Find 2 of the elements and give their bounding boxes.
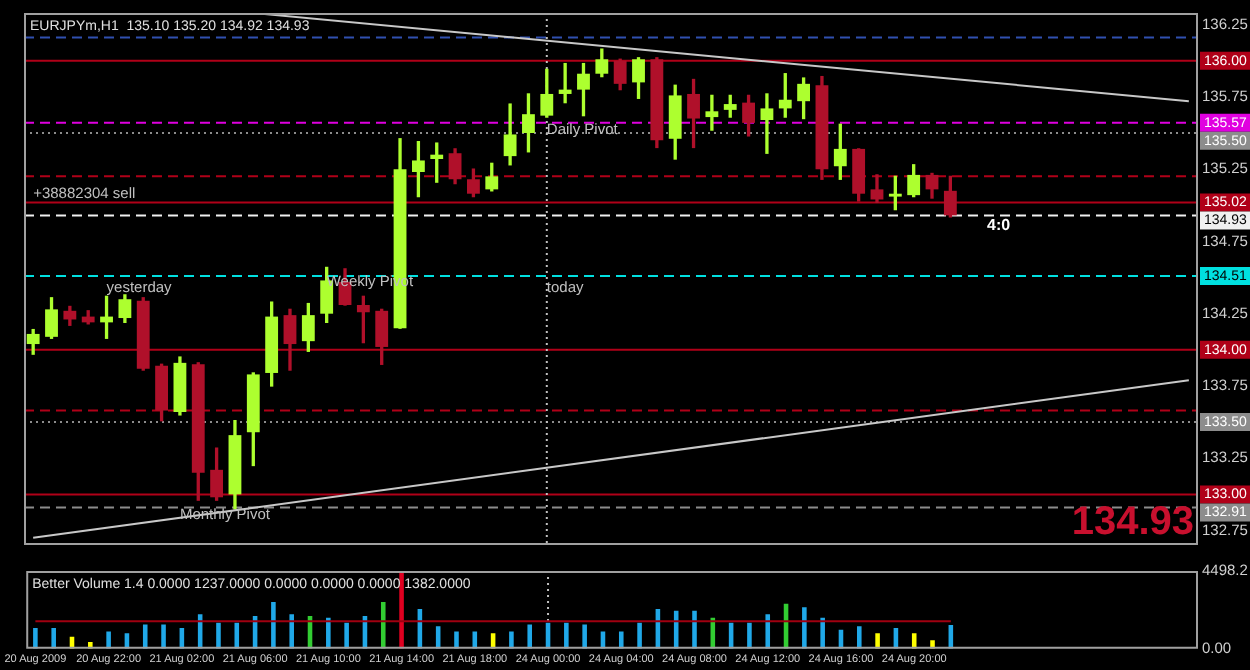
annotation: 4:0 [987,215,1012,234]
annotation: 134.93 [1071,500,1194,545]
